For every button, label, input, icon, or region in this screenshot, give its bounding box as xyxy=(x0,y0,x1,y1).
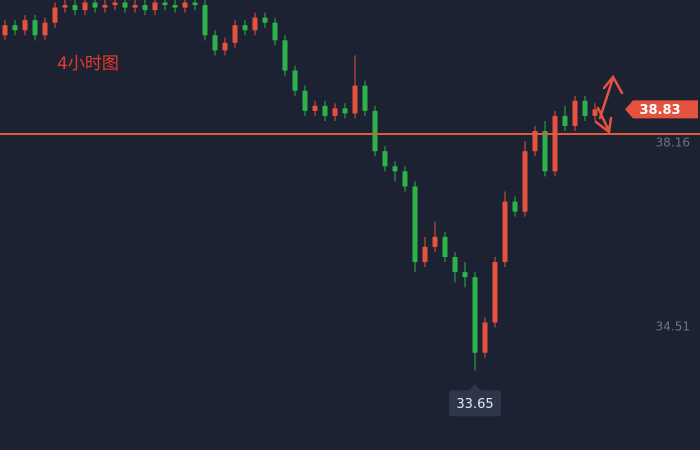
candle-body xyxy=(112,2,118,6)
candle-body xyxy=(462,272,468,278)
candle-body xyxy=(382,151,388,167)
candle-body xyxy=(252,17,258,31)
candle-body xyxy=(212,35,218,51)
candle-body xyxy=(332,108,338,116)
candle-body xyxy=(422,246,428,263)
candle-body xyxy=(62,5,68,8)
candle-body xyxy=(312,105,318,111)
candle-body xyxy=(492,262,498,323)
candle-body xyxy=(562,115,568,126)
low-pointer xyxy=(469,384,481,391)
candle-body xyxy=(352,85,358,114)
candle-body xyxy=(162,2,168,6)
candle-body xyxy=(552,115,558,172)
candle-body xyxy=(22,20,28,31)
candle-body xyxy=(32,20,38,36)
candle-body xyxy=(52,7,58,23)
candle-body xyxy=(392,166,398,172)
candle-body xyxy=(282,40,288,71)
candle-body xyxy=(302,90,308,111)
candle-body xyxy=(72,5,78,11)
candle-body xyxy=(262,17,268,23)
candle-body xyxy=(592,109,598,116)
price-tag xyxy=(625,100,698,119)
low-label-box xyxy=(449,390,501,417)
candle-body xyxy=(322,105,328,116)
candle-body xyxy=(482,322,488,353)
candle-body xyxy=(82,2,88,11)
candle-body xyxy=(582,100,588,116)
candle-body xyxy=(92,2,98,8)
candle-body xyxy=(102,5,108,8)
candle-body xyxy=(342,108,348,114)
candle-body xyxy=(192,2,198,6)
arrow-head xyxy=(602,74,624,95)
y-tick-label: 34.51 xyxy=(656,320,690,334)
candle-body xyxy=(242,25,248,31)
candle-body xyxy=(292,70,298,91)
candle-body xyxy=(152,2,158,11)
candle-body xyxy=(122,2,128,8)
candle-body xyxy=(232,25,238,43)
candle-body xyxy=(362,85,368,111)
candle-body xyxy=(402,171,408,187)
candle-body xyxy=(442,236,448,257)
candle-body xyxy=(182,2,188,8)
candle-body xyxy=(572,100,578,126)
price-tag-label: 38.83 xyxy=(639,103,680,118)
arrow-up xyxy=(598,76,615,120)
candle-body xyxy=(142,5,148,11)
arrow-head xyxy=(594,116,613,135)
candle-body xyxy=(172,5,178,8)
candle-body xyxy=(502,201,508,263)
candle-body xyxy=(432,236,438,247)
candle-body xyxy=(512,201,518,212)
arrow-down xyxy=(596,106,611,133)
candle-body xyxy=(2,25,8,36)
candle-body xyxy=(522,151,528,212)
y-tick-label: 38.16 xyxy=(656,136,690,150)
candle-body xyxy=(272,22,278,41)
candle-body xyxy=(372,110,378,152)
candle-body xyxy=(532,131,538,152)
candle-body xyxy=(472,277,478,353)
candle-body xyxy=(42,22,48,36)
low-label: 33.65 xyxy=(456,397,493,412)
candle-body xyxy=(542,131,548,172)
candle-body xyxy=(452,256,458,273)
candle-body xyxy=(222,42,228,51)
drawing-arrows xyxy=(594,74,624,135)
candle-body xyxy=(412,186,418,263)
plot xyxy=(2,0,598,371)
candle-body xyxy=(202,5,208,36)
candle-body xyxy=(12,25,18,31)
candle-body xyxy=(132,5,138,8)
chart-annotation: 4小时图 xyxy=(57,54,119,74)
